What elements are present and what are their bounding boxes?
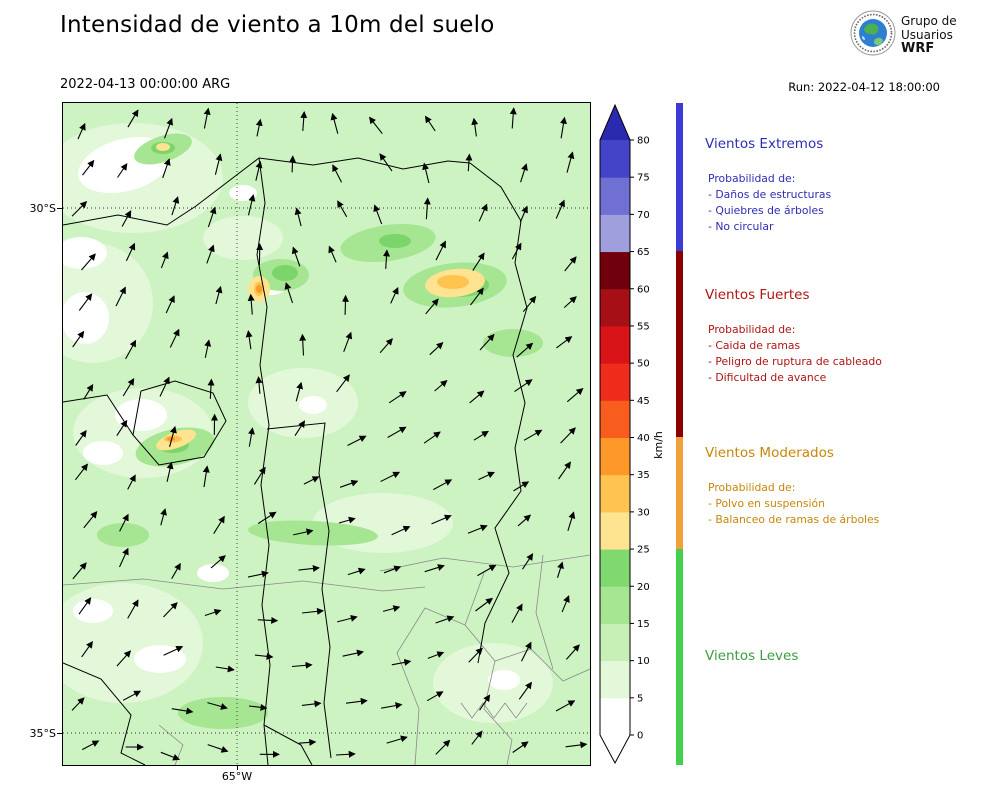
legend-item: - Polvo en suspensión — [708, 497, 825, 510]
colorbar: 0 5 10 15 20 25 30 35 40 45 50 55 60 65 70 75 80 km/h — [596, 100, 678, 776]
classes-bar-fuertes — [676, 251, 683, 437]
colorbar-tick-label: 40 — [637, 433, 650, 444]
legend-section-fuertes: Vientos Fuertes Probabilidad de: - Caida d… — [705, 287, 995, 386]
colorbar-tick-label: 25 — [637, 545, 650, 556]
colorbar-band — [600, 400, 630, 438]
logo-line-3: WRF — [901, 41, 935, 56]
legend-title-leves: Vientos Leves — [705, 648, 799, 664]
run-time-label: Run: 2022-04-12 18:00:00 — [788, 80, 940, 94]
colorbar-band — [600, 363, 630, 401]
colorbar-tick-label: 0 — [637, 731, 643, 742]
wind-map — [33, 103, 591, 766]
legend-title-moderados: Vientos Moderados — [705, 445, 834, 461]
wind-arrows — [71, 107, 588, 761]
colorbar-tick-label: 30 — [637, 507, 650, 518]
xtick-label-65w: 65°W — [221, 770, 253, 783]
page-title: Intensidad de viento a 10m del suelo — [60, 12, 495, 38]
ytick-label-35s: 35°S — [29, 727, 56, 740]
colorbar-tick-label: 5 — [637, 693, 643, 704]
colorbar-band — [600, 214, 630, 253]
valid-time-label: 2022-04-13 00:00:00 ARG — [60, 77, 231, 92]
colorbar-tick-label: 55 — [637, 321, 650, 332]
legend-title-fuertes: Vientos Fuertes — [705, 287, 810, 303]
ytick-mark-35s — [57, 733, 62, 734]
legend-prob-label: Probabilidad de: — [708, 323, 796, 336]
legend-section-leves: Vientos Leves — [705, 648, 995, 683]
wind-classes-bar — [676, 103, 683, 765]
legend-item: - Quiebres de árboles — [708, 204, 824, 217]
colorbar-band — [600, 325, 630, 364]
map-frame — [33, 102, 591, 766]
colorbar-band — [600, 586, 630, 624]
legend-item: - Dificultad de avance — [708, 371, 827, 384]
colorbar-tick-label: 15 — [637, 619, 650, 630]
colorbar-tick-label: 65 — [637, 247, 650, 258]
wind-fill-contours — [33, 103, 590, 765]
legend-item: - No circular — [708, 220, 774, 233]
colorbar-tick-label: 60 — [637, 284, 650, 295]
colorbar-tick-label: 70 — [637, 210, 650, 221]
legend-item: - Daños de estructuras — [708, 188, 832, 201]
logo-line-2: Usuarios — [901, 28, 953, 42]
legend-prob-label: Probabilidad de: — [708, 172, 796, 185]
colorbar-band — [600, 549, 630, 587]
colorbar-band — [600, 697, 630, 736]
ytick-mark-30s — [57, 208, 62, 209]
colorbar-under-triangle — [600, 735, 630, 763]
colorbar-band — [600, 511, 630, 550]
department-borders — [62, 554, 591, 766]
wrf-logo-text: Grupo de Usuarios WRF — [901, 14, 957, 56]
colorbar-tick-label: 45 — [637, 396, 650, 407]
logo-line-1: Grupo de — [901, 14, 957, 28]
legend-item: - Peligro de ruptura de cableado — [708, 355, 882, 368]
colorbar-band — [600, 660, 630, 699]
colorbar-tick-label: 50 — [637, 359, 650, 370]
colorbar-band — [600, 437, 630, 476]
ytick-label-30s: 30°S — [29, 202, 56, 215]
xtick-mark-65w — [237, 765, 238, 770]
colorbar-band — [600, 177, 630, 215]
colorbar-unit: km/h — [652, 431, 665, 459]
legend-title-extremos: Vientos Extremos — [705, 136, 824, 152]
colorbar-over-triangle — [600, 105, 630, 140]
colorbar-tick-label: 80 — [637, 136, 650, 147]
colorbar-band — [600, 251, 630, 290]
colorbar-band — [600, 140, 630, 178]
legend-item: - Caida de ramas — [708, 339, 801, 352]
colorbar-tick-label: 35 — [637, 470, 650, 481]
colorbar-band — [600, 623, 630, 662]
legend-section-extremos: Vientos Extremos Probabilidad de: - Daños … — [705, 136, 995, 235]
wrf-logo-icon — [850, 10, 896, 60]
colorbar-tick-label: 75 — [637, 173, 650, 184]
legend-section-moderados: Vientos Moderados Probabilidad de: - Polvo… — [705, 445, 995, 528]
colorbar-band — [600, 474, 630, 513]
classes-bar-moderados — [676, 437, 683, 549]
colorbar-tick-label: 20 — [637, 582, 650, 593]
colorbar-tick-label: 10 — [637, 656, 650, 667]
classes-bar-extremos — [676, 103, 683, 251]
colorbar-band — [600, 288, 630, 327]
classes-bar-leves — [676, 549, 683, 765]
legend-item: - Balanceo de ramas de árboles — [708, 513, 880, 526]
legend-prob-label: Probabilidad de: — [708, 481, 796, 494]
